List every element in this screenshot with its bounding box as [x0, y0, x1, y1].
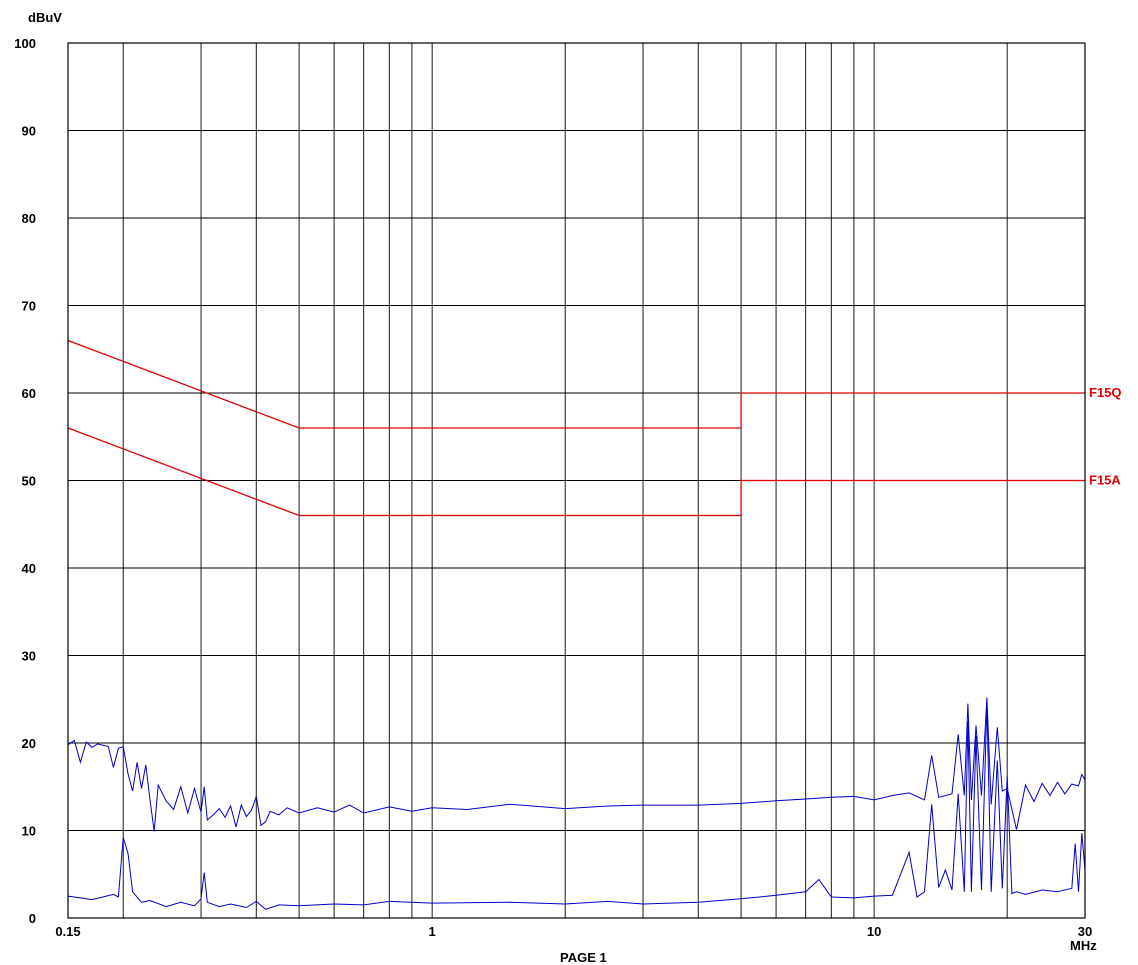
measurement-traces — [67, 697, 1086, 910]
y-tick-labels: 0 10 20 30 40 50 60 70 80 90 100 — [14, 36, 36, 926]
limit-line-label: F15A — [1089, 473, 1121, 488]
y-tick-label: 100 — [14, 36, 36, 51]
x-tick-label: 10 — [867, 924, 881, 939]
y-tick-label: 30 — [22, 649, 36, 664]
y-tick-label: 40 — [22, 561, 36, 576]
x-tick-label: 30 — [1078, 924, 1092, 939]
limit-line — [67, 339, 1085, 429]
page-footer: PAGE 1 — [560, 950, 607, 965]
limit-line — [67, 427, 1085, 517]
measurement-trace — [67, 703, 1086, 910]
x-tick-label: 0.15 — [55, 924, 80, 939]
y-tick-label: 60 — [22, 386, 36, 401]
y-tick-label: 10 — [22, 824, 36, 839]
limit-line-labels: F15Q F15A — [1089, 385, 1122, 488]
plot-frame — [67, 42, 1086, 919]
limit-lines — [67, 339, 1085, 517]
x-axis-unit-label: MHz — [1070, 938, 1097, 953]
y-tick-label: 70 — [22, 299, 36, 314]
x-tick-labels: 0.15 1 10 30 — [55, 924, 1092, 939]
y-tick-label: 80 — [22, 211, 36, 226]
x-tick-label: 1 — [429, 924, 436, 939]
measurement-trace — [67, 697, 1086, 832]
y-tick-label: 90 — [22, 124, 36, 139]
y-tick-label: 20 — [22, 736, 36, 751]
y-axis-unit-label: dBuV — [28, 10, 62, 25]
y-tick-label: 0 — [29, 911, 36, 926]
limit-line-label: F15Q — [1089, 385, 1122, 400]
y-tick-label: 50 — [22, 474, 36, 489]
